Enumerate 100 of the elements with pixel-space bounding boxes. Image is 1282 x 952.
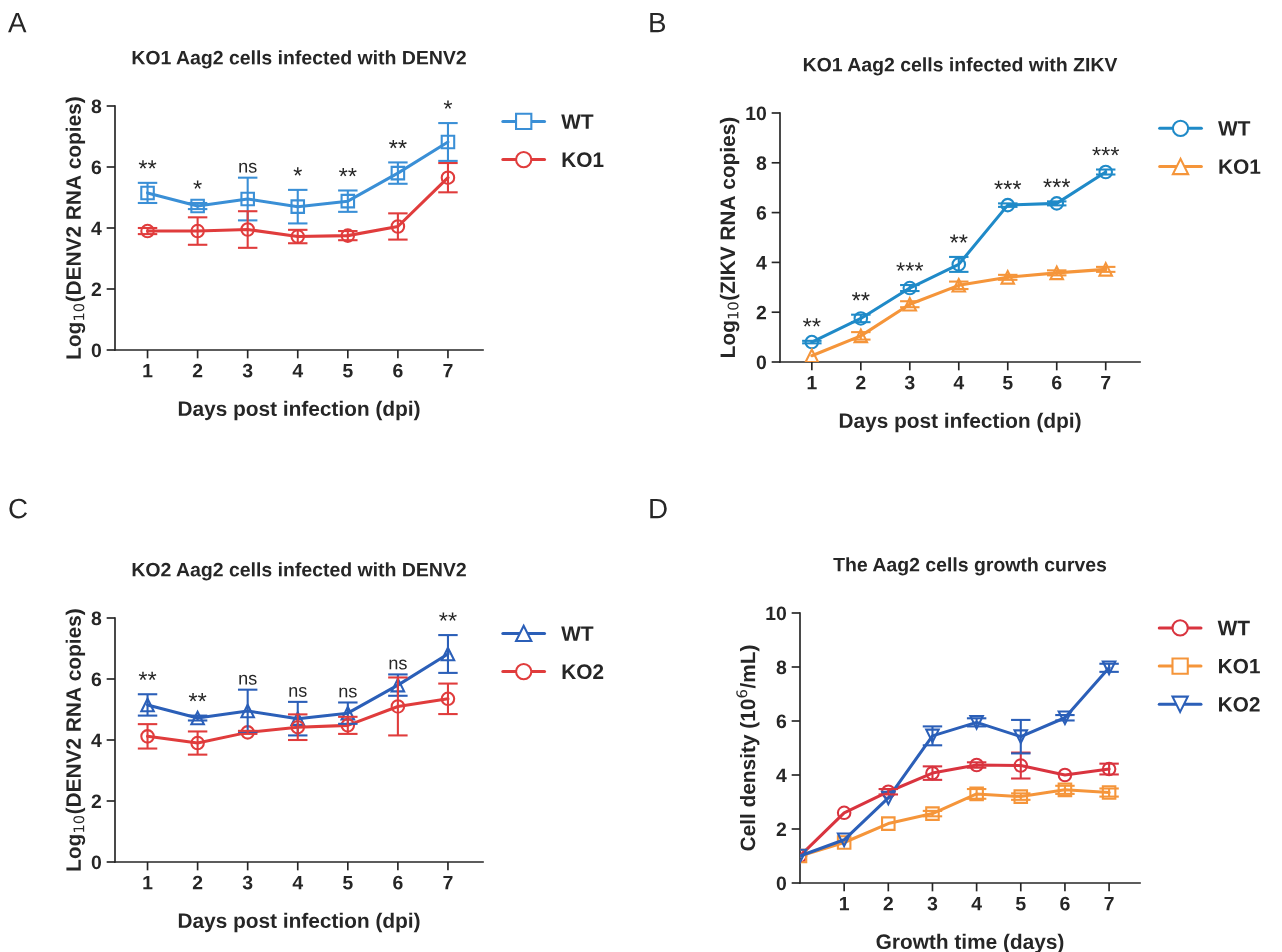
y-tick-label: 8 [756,156,767,171]
point [1013,789,1029,804]
y-tick-label: 4 [776,768,787,783]
x-tick-label: 4 [953,375,965,390]
y-tick-label: 0 [756,355,767,370]
point [969,757,984,773]
point [140,223,155,239]
x-tick-label: 7 [443,875,453,890]
point [440,691,456,707]
point [1000,270,1016,285]
annotation: * [443,100,453,109]
y-tick-label: 6 [91,160,102,175]
x-tick-label: 2 [883,896,893,911]
point [190,710,205,726]
point [1049,196,1065,211]
y-axis-title: Log$_{10}$(DENV2 RNA copies) [65,609,86,871]
legend-label: KO1 [562,152,604,168]
annotation: ** [852,292,870,301]
x-tick-label: 3 [242,875,253,890]
point [804,348,820,362]
annotation: ** [949,234,968,243]
y-tick-label: 2 [91,282,102,297]
y-tick-label: 8 [776,660,787,675]
point [1098,164,1113,180]
x-tick-label: 1 [839,896,850,911]
x-tick-label: 4 [292,875,304,890]
point [1000,197,1016,213]
point [881,816,896,831]
legend-label: KO1 [1219,658,1260,674]
point [1013,758,1029,773]
point [240,222,255,237]
x-tick-label: 3 [927,896,938,911]
point [240,725,255,740]
annotation: ** [138,160,157,169]
annotation: ns [289,687,307,697]
text: B [650,13,666,33]
x-tick-label: 6 [1060,896,1070,911]
chart-title: The Aag2 cells growth curves [833,557,1107,576]
y-axis-title: Cell density (10$^{6}$/mL) [736,645,760,851]
x-tick-label: 4 [971,896,982,911]
chart-title: KO2 Aag2 cells infected with DENV2 [132,562,466,581]
y-tick-label: 2 [91,794,102,809]
annotation: ns [239,162,257,173]
x-tick-label: 5 [343,875,353,890]
point [240,191,255,207]
y-tick-label: 10 [746,106,767,121]
legend-label: WT [1217,620,1250,636]
point [390,699,406,714]
x-tick-label: 4 [292,363,304,378]
point [440,646,456,662]
x-tick-label: 2 [192,875,203,890]
annotation: * [293,167,302,176]
x-tick-label: 2 [192,363,203,378]
legend-label: WT [561,114,594,129]
y-tick-label: 10 [766,606,787,621]
y-axis-title: Log$_{10}$(DENV2 RNA copies) [65,97,86,359]
point [1098,262,1113,277]
x-tick-label: 6 [393,875,403,890]
point [140,729,155,744]
y-tick-label: 8 [91,611,102,626]
y-tick-label: 4 [756,256,767,270]
annotation: * [193,180,202,189]
x-tick-label: 1 [807,375,817,390]
point [925,765,940,781]
x-tick-label: 3 [242,363,253,378]
x-tick-label: 1 [143,363,153,378]
annotation: ns [389,659,407,670]
x-tick-label: 5 [1002,375,1013,390]
point [969,786,984,802]
legend-label: KO2 [1219,696,1260,712]
x-tick-label: 6 [393,363,403,378]
annotation: *** [1043,178,1071,188]
x-tick-label: 3 [904,375,915,390]
point [440,134,456,150]
point [290,199,306,214]
point [1057,710,1073,726]
point [1013,729,1029,744]
chart-title: KO1 Aag2 cells infected with DENV2 [132,50,466,69]
point [190,223,205,239]
text: C [9,498,27,519]
point [902,296,918,312]
x-tick-label: 1 [143,875,153,890]
point [1057,767,1073,783]
point [390,219,406,234]
text: A [8,13,27,33]
y-tick-label: 6 [776,714,787,729]
point [836,805,852,821]
point [881,790,896,806]
point [290,719,306,735]
y-tick-label: 0 [91,855,102,870]
point [440,170,456,185]
x-axis-title: Days post infection (dpi) [178,912,420,933]
annotation: ns [239,674,257,685]
legend-label: KO2 [562,664,604,680]
annotation: ** [138,671,157,681]
annotation: *** [1092,146,1120,156]
x-axis-title: Days post infection (dpi) [839,412,1081,433]
annotation: ** [803,318,821,327]
annotation: *** [994,180,1022,190]
y-tick-label: 4 [91,733,102,748]
